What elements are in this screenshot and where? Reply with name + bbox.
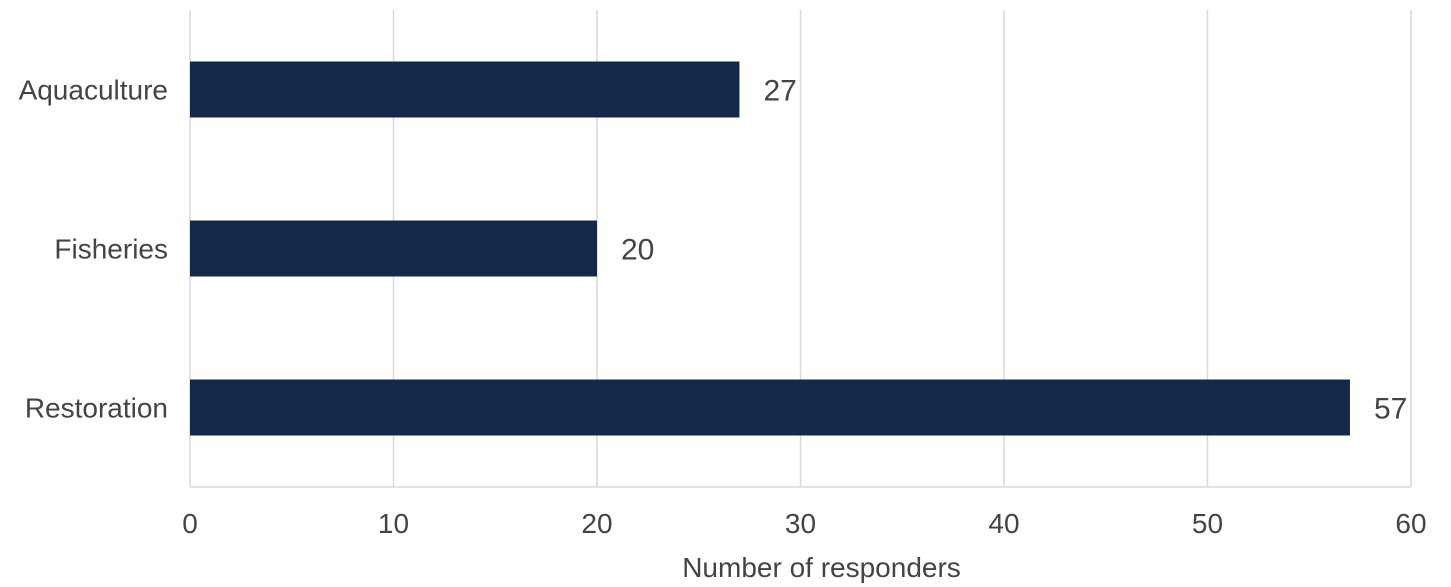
bar-restoration [190, 379, 1350, 436]
x-tick-label: 60 [1395, 508, 1426, 539]
x-tick-label: 20 [581, 508, 612, 539]
x-tick-label: 40 [988, 508, 1019, 539]
x-axis-title: Number of responders [682, 552, 961, 583]
data-label: 20 [621, 234, 654, 267]
data-label: 57 [1374, 393, 1407, 426]
bars [190, 61, 1350, 436]
x-tick-label: 10 [378, 508, 409, 539]
bar-fisheries [190, 220, 597, 277]
labels: Aquaculture 27 Fisheries 20 Restoration 57 [19, 75, 1408, 426]
category-label: Aquaculture [19, 75, 168, 106]
bar-aquaculture [190, 61, 740, 118]
x-axis: 0 10 20 30 40 50 60 [182, 486, 1427, 539]
category-label: Fisheries [54, 234, 168, 265]
category-label: Restoration [25, 393, 168, 424]
x-tick-label: 0 [182, 508, 198, 539]
x-tick-label: 30 [785, 508, 816, 539]
x-tick-label: 50 [1192, 508, 1223, 539]
data-label: 27 [763, 75, 796, 108]
